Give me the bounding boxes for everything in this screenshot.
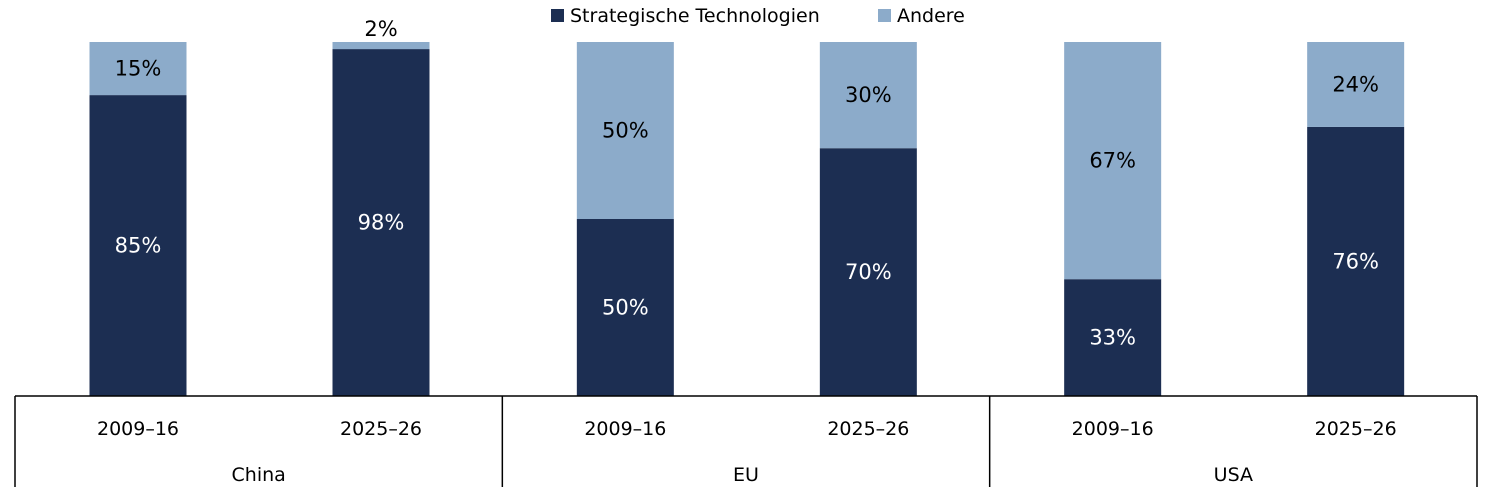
legend: Strategische Technologien Andere — [551, 5, 965, 27]
data-labels: 85% 15% 98% 2% 50% 50% 70% 30% 33% 67% 76% 24% — [115, 17, 1379, 350]
bars — [89, 42, 1405, 397]
data-label: 50% — [602, 296, 649, 320]
bar-segment — [819, 148, 917, 396]
data-label: 67% — [1089, 149, 1136, 173]
data-label: 85% — [115, 234, 162, 258]
legend-label: Strategische Technologien — [570, 5, 820, 27]
bar-segment — [89, 42, 187, 96]
category-axis: 2009–16 2025–26 China 2009–16 2025–26 EU 2009–… — [14, 395, 1478, 487]
category-tick-label: 2009–16 — [97, 418, 179, 440]
data-label: 50% — [602, 119, 649, 143]
category-tick-label: 2025–26 — [827, 418, 909, 440]
bar-segment — [1064, 42, 1162, 280]
group-label: USA — [1214, 464, 1253, 486]
data-label: 33% — [1089, 326, 1136, 350]
group-label: China — [232, 464, 286, 486]
data-label: 98% — [358, 211, 405, 235]
bar-segment — [1307, 42, 1405, 127]
legend-label: Andere — [897, 5, 965, 27]
data-label: 76% — [1332, 249, 1379, 273]
data-label: 30% — [845, 83, 892, 107]
bar-segment — [576, 42, 674, 219]
data-label: 24% — [1332, 72, 1379, 96]
bar-segment — [332, 49, 430, 397]
bar-segment — [576, 219, 674, 396]
legend-swatch — [551, 9, 564, 22]
data-label: 2% — [364, 17, 397, 41]
category-tick-label: 2025–26 — [340, 418, 422, 440]
bar-segment — [1307, 126, 1405, 397]
legend-swatch — [878, 9, 891, 22]
bar-segment — [819, 42, 917, 149]
category-tick-label: 2025–26 — [1315, 418, 1397, 440]
bar-segment — [1064, 279, 1162, 396]
bar-segment — [89, 95, 187, 396]
category-tick-label: 2009–16 — [584, 418, 666, 440]
data-label: 15% — [115, 57, 162, 81]
data-label: 70% — [845, 260, 892, 284]
bar-segment — [332, 42, 430, 50]
group-label: EU — [733, 464, 759, 486]
category-tick-label: 2009–16 — [1072, 418, 1154, 440]
